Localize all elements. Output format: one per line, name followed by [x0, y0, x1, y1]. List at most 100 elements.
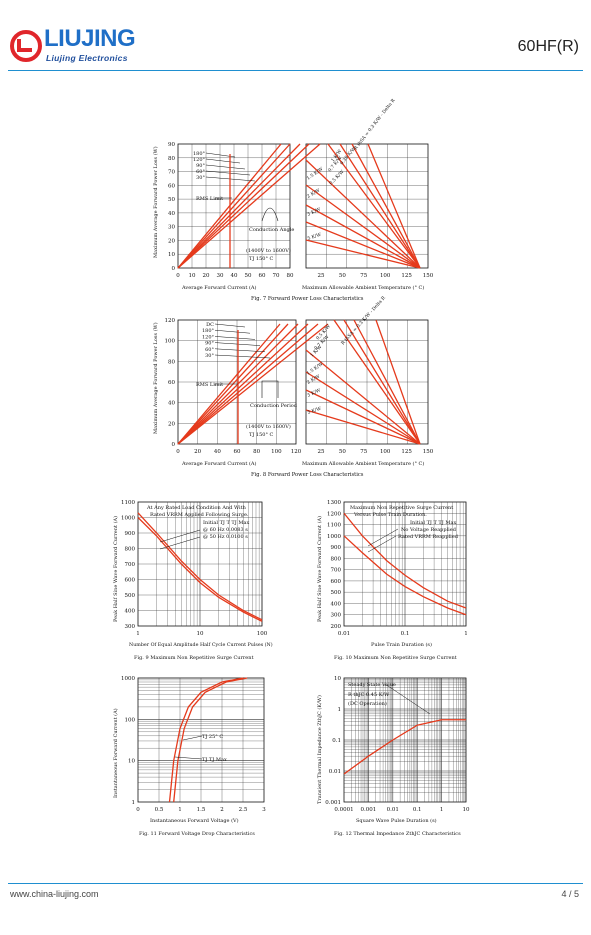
y-tick: 900	[125, 531, 136, 537]
y-tick: 0.01	[329, 769, 341, 775]
x-tick: 20	[203, 273, 210, 279]
y-tick: 10	[168, 252, 175, 258]
surge-curve	[343, 535, 467, 616]
y-axis-label: Transient Thermal Impedance ZthJC (K/W)	[316, 695, 323, 804]
conduction-curve	[177, 323, 309, 445]
leader-line	[214, 348, 266, 353]
y-tick: 800	[331, 556, 342, 562]
x-tick: 20	[194, 449, 201, 455]
leader-line	[214, 336, 256, 340]
x-tick: 0	[176, 449, 180, 455]
y-tick: 1	[338, 707, 342, 713]
heatsink-curve	[305, 159, 421, 269]
y-tick: 1100	[121, 500, 135, 506]
x-tick: 100	[257, 631, 268, 637]
forward-voltage-curve	[168, 677, 244, 803]
y-tick: 10	[334, 676, 341, 682]
y-tick: 1000	[121, 516, 135, 522]
x-tick: 75	[360, 449, 367, 455]
conduction-curve	[177, 323, 319, 445]
conduction-label: 120°	[193, 157, 206, 163]
conduction-curve	[177, 143, 291, 269]
footer-website: www.china-liujing.com	[10, 889, 99, 899]
x-tick: 125	[401, 273, 412, 279]
y-tick: 500	[331, 590, 342, 596]
y-tick: 0.1	[332, 738, 341, 744]
conduction-curve	[177, 323, 329, 445]
conduction-label: 30°	[205, 353, 214, 359]
conduction-label: 120°	[202, 334, 215, 340]
y-tick: 100	[125, 717, 136, 723]
y-tick: 1200	[327, 511, 341, 517]
leader-line	[205, 164, 246, 170]
heatsink-curve	[327, 143, 421, 269]
x-tick: 30	[217, 273, 224, 279]
x-tick: 1	[136, 631, 140, 637]
x-tick: 2.5	[239, 807, 248, 813]
x-tick: 1	[440, 807, 444, 813]
x-tick: 150	[423, 449, 434, 455]
annotation: (1400V to 1600V)	[246, 423, 291, 430]
x-tick: 25	[318, 273, 325, 279]
brand-name: LIUJING	[44, 25, 136, 52]
annotation: Versus Pulse Train Duration.	[353, 512, 427, 518]
annotation: @ 50 Hz 0.0100 s	[203, 533, 248, 540]
annotation: TJ 150° C	[249, 432, 274, 438]
y-tick: 70	[168, 170, 175, 176]
y-tick: 300	[331, 613, 342, 619]
x-tick: 1	[178, 807, 182, 813]
x-tick: 2	[220, 807, 224, 813]
surge-curve	[137, 512, 263, 621]
y-axis-label: Maximum Average Forward Power Loss (W)	[152, 146, 159, 258]
footer-page: 4 / 5	[561, 889, 579, 899]
y-tick: 80	[168, 359, 175, 365]
x-tick: 10	[197, 631, 204, 637]
heatsink-curve	[305, 409, 421, 445]
conduction-label: 60°	[205, 347, 214, 353]
x-tick: 10	[463, 807, 470, 813]
y-tick: 600	[331, 579, 342, 585]
x-tick: 60	[234, 449, 241, 455]
y-tick: 90	[168, 142, 175, 148]
x-axis-label: Number Of Equal Amplitude Half Cycle Cur…	[129, 641, 273, 648]
annotation: Maximum Non Repetitive Surge Current	[350, 505, 453, 511]
heatsink-curve	[305, 349, 421, 445]
y-tick: 1100	[327, 523, 341, 529]
annotation: Initial TJ T TJ Max	[410, 520, 456, 526]
leader-line	[205, 158, 241, 164]
y-tick: 40	[168, 401, 175, 407]
leader-line	[182, 735, 203, 741]
y-tick: 1000	[121, 676, 135, 682]
annotation: R thJC 0.45 K/W	[348, 692, 390, 698]
y-tick: 0.001	[325, 800, 341, 806]
y-tick: 900	[331, 545, 342, 551]
leader-line	[367, 535, 397, 553]
x-axis-label: Pulse Train Duration (s)	[371, 641, 432, 648]
heatsink-curve	[353, 319, 421, 445]
x-tick: 120	[291, 449, 302, 455]
x-tick: 3	[262, 807, 266, 813]
x-tick: 0.01	[387, 807, 399, 813]
heatsink-curve	[333, 319, 421, 445]
x-axis-label: Average Forward Current (A)	[181, 284, 257, 291]
x-tick: 1	[464, 631, 468, 637]
y-axis-label: Instantaneous Forward Current (A)	[112, 708, 119, 798]
conduction-label: 180°	[202, 328, 215, 334]
annotation: RMS Limit	[196, 196, 223, 202]
rthsa-label: 1.5 K/W	[306, 361, 325, 377]
annotation: Initial TJ T TJ Max	[203, 520, 249, 526]
y-tick: 400	[331, 601, 342, 607]
leader-line	[159, 529, 201, 543]
annotation: TJ 25° C	[202, 734, 223, 740]
header-rule	[8, 70, 583, 71]
x-tick: 0	[136, 807, 140, 813]
y-tick: 700	[331, 568, 342, 574]
y-tick: 40	[168, 211, 175, 217]
y-tick: 700	[125, 562, 136, 568]
x-axis-label: Square Wave Pulse Duration (s)	[356, 817, 437, 824]
rthsa-label: 3 K/W	[306, 206, 322, 218]
x-tick: 70	[273, 273, 280, 279]
x-tick: 100	[380, 273, 391, 279]
conduction-label: 180°	[193, 151, 206, 157]
part-number: 60HF(R)	[517, 38, 579, 55]
